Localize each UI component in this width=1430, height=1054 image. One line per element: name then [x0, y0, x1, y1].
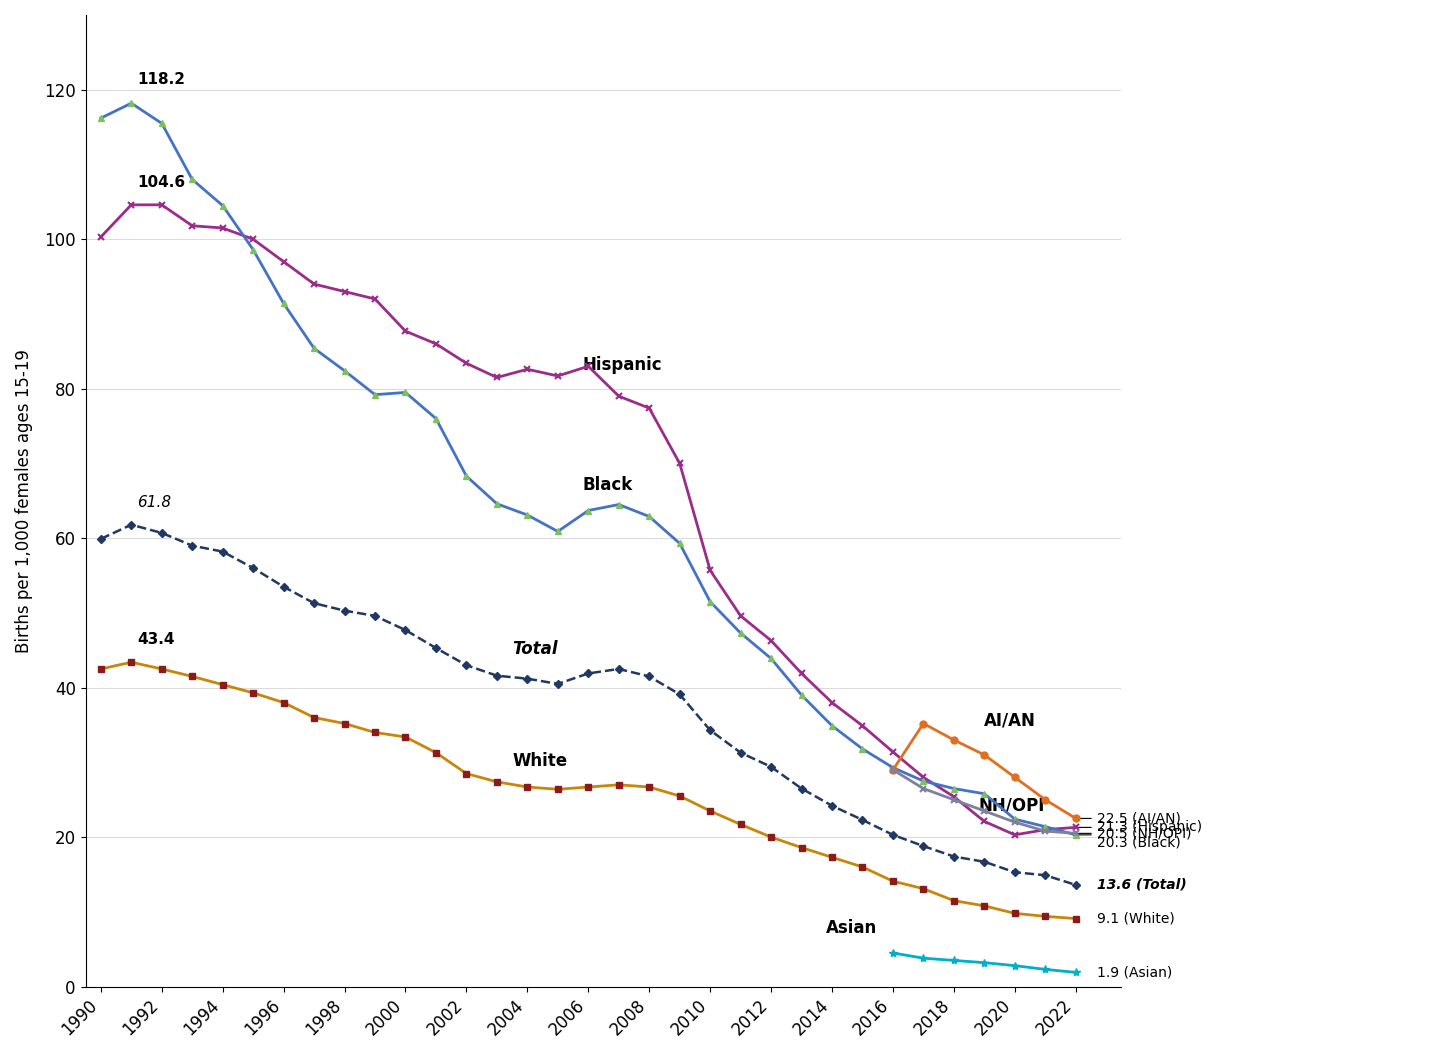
Text: Total: Total	[512, 640, 558, 658]
Text: 104.6: 104.6	[137, 175, 186, 190]
Text: 13.6 (Total): 13.6 (Total)	[1097, 878, 1187, 892]
Text: White: White	[512, 753, 568, 770]
Text: 1.9 (Asian): 1.9 (Asian)	[1097, 965, 1173, 979]
Text: 20.5 (NH/OPI): 20.5 (NH/OPI)	[1097, 826, 1191, 840]
Text: 43.4: 43.4	[137, 632, 174, 647]
Text: 61.8: 61.8	[137, 494, 172, 510]
Text: 22.5 (AI/AN): 22.5 (AI/AN)	[1097, 812, 1181, 825]
Text: 21.3 (Hispanic): 21.3 (Hispanic)	[1097, 820, 1203, 835]
Text: 118.2: 118.2	[137, 72, 186, 86]
Text: Asian: Asian	[827, 919, 877, 937]
Text: AI/AN: AI/AN	[984, 711, 1037, 729]
Y-axis label: Births per 1,000 females ages 15-19: Births per 1,000 females ages 15-19	[14, 349, 33, 652]
Text: 20.3 (Black): 20.3 (Black)	[1097, 836, 1181, 850]
Text: 9.1 (White): 9.1 (White)	[1097, 912, 1175, 925]
Text: Black: Black	[582, 475, 632, 493]
Text: NH/OPI: NH/OPI	[978, 797, 1045, 815]
Text: Hispanic: Hispanic	[582, 356, 662, 374]
